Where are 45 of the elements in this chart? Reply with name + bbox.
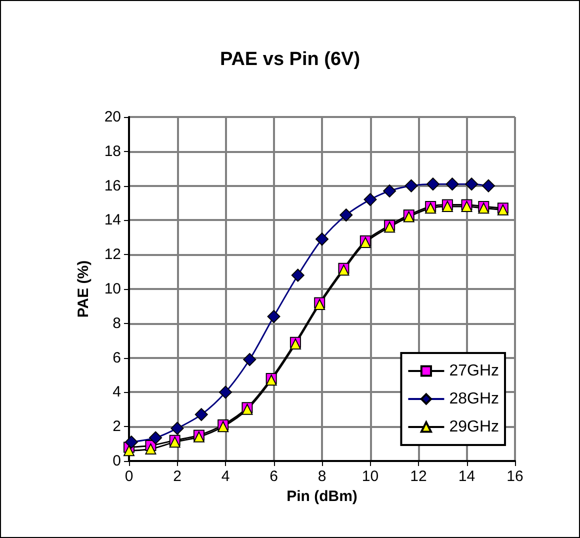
point (194, 408, 208, 422)
y-tick-label: 10 (104, 280, 121, 298)
x-tick-label: 6 (270, 468, 278, 485)
point (170, 422, 184, 435)
point (149, 431, 162, 444)
point (426, 178, 440, 191)
point (465, 178, 478, 191)
point (291, 268, 304, 282)
y-tick-label: 20 (104, 108, 121, 126)
y-tick-label: 12 (104, 246, 121, 264)
point (364, 193, 377, 206)
point (404, 179, 418, 192)
y-tick-label: 4 (112, 384, 121, 401)
point (383, 184, 396, 198)
point (482, 179, 495, 192)
x-tick-label: 8 (318, 468, 326, 485)
point (243, 353, 256, 366)
point (124, 436, 138, 449)
chart-title: PAE vs Pin (6V) (220, 49, 360, 70)
point (340, 208, 353, 222)
x-tick-label: 12 (410, 468, 427, 485)
legend-label: 29GHz (449, 418, 499, 436)
x-tick-label: 2 (173, 468, 182, 485)
point (446, 178, 459, 191)
x-tick-label: 0 (124, 468, 134, 485)
point (267, 310, 280, 324)
y-tick-label: 6 (112, 349, 121, 366)
point (316, 232, 328, 246)
legend-label: 28GHz (449, 390, 499, 408)
x-tick-label: 4 (221, 468, 230, 485)
y-tick-label: 14 (104, 212, 121, 229)
y-tick-label: 2 (112, 418, 121, 436)
point (219, 386, 232, 399)
y-tick-label: 8 (112, 314, 121, 332)
point (145, 443, 156, 454)
legend-label: 27GHz (449, 362, 499, 380)
y-tick-label: 16 (104, 177, 121, 194)
y-axis-title: PAE (%) (75, 260, 92, 318)
x-tick-label: 14 (458, 468, 476, 485)
x-axis-title: Pin (dBm) (286, 488, 358, 505)
x-tick-label: 16 (506, 468, 524, 485)
x-tick-label: 10 (362, 468, 379, 485)
y-tick-label: 0 (112, 452, 121, 470)
point (124, 445, 134, 456)
y-tick-label: 18 (104, 142, 121, 160)
